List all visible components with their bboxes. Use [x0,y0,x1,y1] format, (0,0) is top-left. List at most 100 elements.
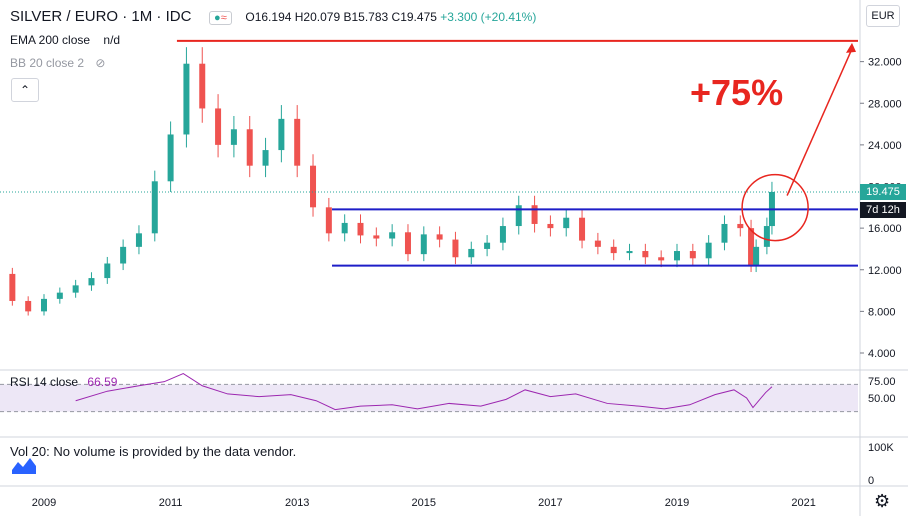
candle-body [468,248,475,258]
ema-legend[interactable]: EMA 200 close n/d [10,33,120,47]
candle-body [72,285,79,293]
currency-button[interactable]: EUR [866,5,900,27]
candle-body [753,246,760,266]
candle-body [404,232,411,255]
ohlc-change: +3.300 (+20.41%) [440,10,537,24]
y-tick-label: 8.000 [868,306,896,318]
eye-hidden-icon[interactable]: ⊘ [95,56,106,70]
candle-body [183,63,190,135]
y-tick-label: 12.000 [868,265,902,277]
candle-body [515,205,522,227]
candle-body [341,222,348,234]
tradingview-logo-icon[interactable] [10,454,38,478]
ohlc-low: B15.783 [343,10,389,24]
volume-message: No volume is provided by the data vendor… [53,444,297,459]
target-arrow-head [846,42,856,53]
ohlc-close: C19.475 [391,10,437,24]
candle-body [199,63,206,109]
candle-body [56,292,63,299]
collapse-legend-button[interactable]: ⌃ [11,78,39,102]
candle-body [310,165,317,208]
candle-body [737,223,744,229]
chevron-up-icon: ⌃ [19,83,31,97]
rsi-band [0,384,858,412]
candle-body [262,150,269,166]
candle-body [420,234,427,255]
y-tick-label: 28.000 [868,98,902,110]
gain-annotation: +75% [690,72,784,113]
candle-body [246,129,253,166]
highlight-circle [741,173,809,242]
candle-body [436,234,443,240]
x-tick-label: 2021 [791,497,815,509]
candle-body [531,205,538,224]
symbol-legend: SILVER / EURO · 1M · IDC ●≈ O16.194 H20.… [10,8,536,25]
candle-body [167,134,174,182]
candle-body [25,300,32,312]
symbol-title: SILVER / EURO · 1M · IDC [10,8,192,25]
candle-body [642,251,649,258]
rsi-legend[interactable]: RSI 14 close 66.59 [10,375,117,389]
x-tick-label: 2013 [285,497,309,509]
candle-body [41,298,47,312]
candle-body [120,246,127,264]
x-tick-label: 2019 [665,497,689,509]
candle-body [325,207,332,234]
rsi-tick-label: 50.00 [868,393,896,405]
candle-body [278,118,285,151]
ohlc-open: O16.194 [245,10,292,24]
candle-body [389,232,396,239]
volume-label: Vol 20: [10,444,50,459]
bb-legend[interactable]: BB 20 close 2 ⊘ [10,56,105,70]
target-arrow-line [786,48,853,196]
gear-icon[interactable]: ⚙ [874,491,891,511]
candle-body [674,251,680,261]
x-tick-label: 2017 [538,497,562,509]
volume-legend: Vol 20: No volume is provided by the dat… [10,444,296,459]
ema-label: EMA 200 close [10,33,91,47]
candle-body [294,118,301,166]
candle-body [151,181,158,234]
candle-body [563,217,570,229]
bar-countdown-tag: 7d 12h [860,202,906,218]
candle-body [452,239,459,258]
x-tick-label: 2015 [412,497,436,509]
candle-body [721,223,728,243]
ohlc-readout: O16.194 H20.079 B15.783 C19.475 +3.300 (… [245,10,536,24]
y-tick-label: 32.000 [868,57,902,69]
y-tick-label: 16.000 [868,223,902,235]
candle-body [357,222,364,236]
candle-body [547,223,554,229]
candle-body [104,263,111,279]
y-tick-label: 24.000 [868,140,902,152]
candle-body [230,129,237,145]
candle-body [484,242,491,249]
ema-value: n/d [103,33,121,47]
candle-body [9,273,16,301]
candle-body [215,108,222,145]
y-tick-label: 4.000 [868,348,896,360]
rsi-value: 66.59 [87,375,118,389]
candle-body [748,228,755,266]
candle-body [658,257,665,261]
bb-label: BB 20 close 2 [10,56,85,70]
volume-tick-label: 0 [868,475,874,487]
candle-body [705,242,712,259]
candle-body [579,217,586,241]
ohlc-high: H20.079 [294,10,341,24]
rsi-line [75,372,773,411]
rsi-label: RSI 14 close [10,375,79,389]
x-tick-label: 2011 [159,497,183,509]
rsi-tick-label: 75.00 [868,376,896,388]
candle-body [626,251,633,254]
candle-body [610,246,617,254]
candle-body [499,226,506,243]
compare-toggle[interactable]: ●≈ [209,10,232,25]
candle-body [689,251,696,259]
x-tick-label: 2009 [32,497,56,509]
candle-body [88,278,95,286]
candle-body [373,235,380,239]
volume-tick-label: 100K [868,442,894,454]
last-price-tag: 19.475 [860,184,906,200]
